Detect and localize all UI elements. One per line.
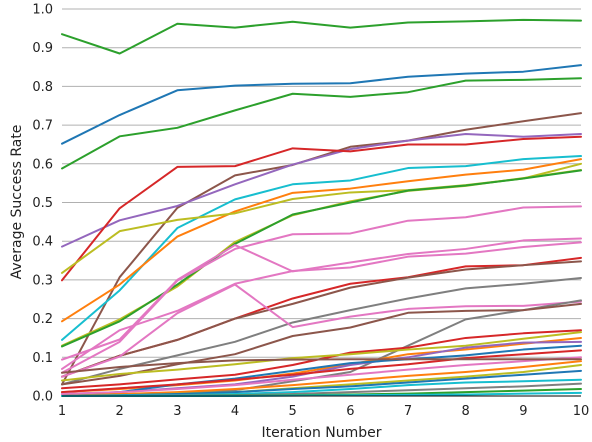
x-tick-label: 7 xyxy=(404,404,412,419)
x-axis-label: Iteration Number xyxy=(261,425,381,441)
series-line-5 xyxy=(61,133,582,248)
y-tick-label: 0.1 xyxy=(32,351,53,366)
series-line-26 xyxy=(61,349,582,394)
series-line-29 xyxy=(61,360,582,397)
series-line-25 xyxy=(61,344,582,397)
series-line-11 xyxy=(61,169,582,348)
x-tick-label: 1 xyxy=(58,404,66,419)
x-tick-label: 8 xyxy=(462,404,470,419)
y-tick-label: 0.0 xyxy=(32,390,53,405)
series-line-8 xyxy=(61,158,582,323)
series-line-17 xyxy=(61,276,582,386)
series-line-18 xyxy=(61,283,582,378)
y-tick-label: 0.6 xyxy=(32,157,53,172)
series-line-22 xyxy=(61,331,582,382)
series-line-16 xyxy=(61,260,582,378)
series-line-20 xyxy=(61,302,582,386)
series-line-7 xyxy=(61,155,582,341)
y-tick-label: 0.3 xyxy=(32,273,53,288)
series-line-3 xyxy=(61,77,582,170)
y-tick-label: 0.5 xyxy=(32,196,53,211)
series-line-13 xyxy=(61,237,582,361)
x-tick-labels: 1 2 3 4 5 6 7 8 9 10 xyxy=(58,404,589,419)
series-line-2 xyxy=(61,64,582,145)
y-axis-label: Average Success Rate xyxy=(9,125,25,280)
y-tick-label: 0.9 xyxy=(32,41,53,56)
series-line-12 xyxy=(61,205,582,374)
series-line-14 xyxy=(61,241,582,370)
y-tick-label: 0.7 xyxy=(32,119,53,134)
y-tick-label: 0.4 xyxy=(32,235,53,250)
series-line-28 xyxy=(61,358,582,374)
x-tick-label: 3 xyxy=(173,404,181,419)
x-tick-label: 10 xyxy=(573,404,590,419)
y-tick-label: 1.0 xyxy=(32,3,53,18)
series-line-1 xyxy=(61,18,582,55)
y-tick-labels: 0.0 0.1 0.2 0.3 0.4 0.5 0.6 0.7 0.8 0.9 1.0 xyxy=(32,3,53,405)
series-lines xyxy=(61,18,582,397)
x-tick-label: 6 xyxy=(346,404,354,419)
x-tick-label: 2 xyxy=(116,404,124,419)
x-tick-label: 4 xyxy=(231,404,239,419)
y-tick-label: 0.8 xyxy=(32,80,53,95)
series-line-27 xyxy=(61,356,582,396)
x-tick-label: 9 xyxy=(519,404,527,419)
x-tick-label: 5 xyxy=(289,404,297,419)
y-tick-label: 0.2 xyxy=(32,312,53,327)
series-line-6 xyxy=(61,135,582,282)
